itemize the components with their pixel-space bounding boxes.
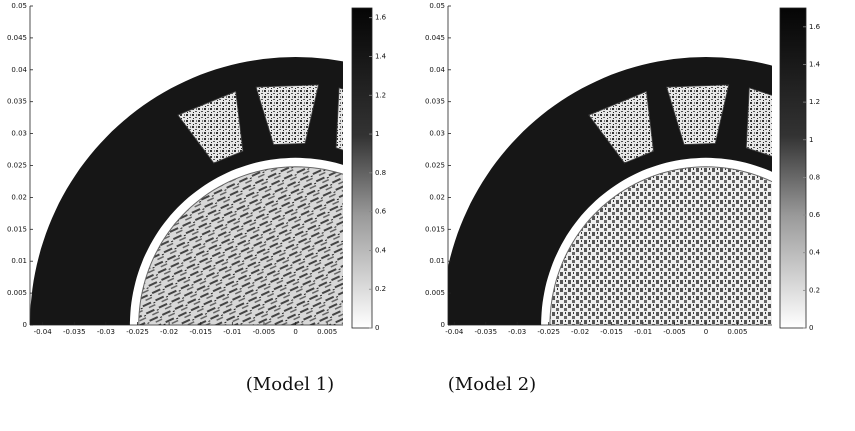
y-tick-label: 0.05 bbox=[11, 2, 27, 10]
y-tick-label: 0 bbox=[23, 321, 27, 329]
colorbar-tick-label: 0.4 bbox=[375, 246, 387, 254]
y-tick-label: 0.03 bbox=[11, 130, 27, 138]
x-tick-label: -0.04 bbox=[34, 328, 53, 336]
colorbar-tick-label: 0.6 bbox=[809, 211, 821, 219]
y-tick-label: 0.015 bbox=[7, 225, 27, 233]
x-tick-label: -0.01 bbox=[634, 328, 652, 336]
x-tick-label: -0.015 bbox=[189, 328, 212, 336]
y-tick-label: 0.015 bbox=[425, 225, 445, 233]
colorbar-tick-label: 0.2 bbox=[809, 286, 820, 294]
y-tick-label: 0.035 bbox=[425, 98, 445, 106]
y-tick-label: 0.04 bbox=[429, 66, 445, 74]
colorbar-tick-label: 1.4 bbox=[809, 60, 821, 68]
x-tick-label: -0.03 bbox=[508, 328, 526, 336]
y-tick-label: 0.025 bbox=[425, 162, 445, 170]
colorbar bbox=[780, 8, 806, 328]
caption: (Model 2) bbox=[448, 374, 536, 395]
colorbar-tick-label: 1.4 bbox=[375, 52, 387, 60]
y-tick-label: 0.01 bbox=[11, 257, 27, 265]
colorbar-tick-label: 1.2 bbox=[809, 98, 820, 106]
y-tick-label: 0.01 bbox=[429, 257, 445, 265]
y-tick-label: 0.005 bbox=[425, 289, 445, 297]
x-tick-label: -0.025 bbox=[537, 328, 560, 336]
x-tick-label: 0 bbox=[293, 328, 297, 336]
colorbar-tick-label: 0.4 bbox=[809, 249, 821, 257]
y-tick-label: 0.05 bbox=[429, 2, 445, 10]
x-tick-label: -0.04 bbox=[445, 328, 464, 336]
colorbar bbox=[352, 8, 372, 328]
x-tick-label: -0.005 bbox=[253, 328, 276, 336]
x-tick-label: 0 bbox=[704, 328, 708, 336]
x-tick-label: -0.01 bbox=[223, 328, 241, 336]
y-tick-label: 0.045 bbox=[7, 34, 27, 42]
colorbar-tick-label: 1.2 bbox=[375, 91, 386, 99]
colorbar-tick-label: 1.6 bbox=[375, 14, 387, 22]
x-tick-label: -0.005 bbox=[663, 328, 686, 336]
colorbar-tick-label: 0 bbox=[809, 324, 813, 332]
x-tick-label: 0.005 bbox=[317, 328, 337, 336]
x-tick-label: 0.005 bbox=[727, 328, 747, 336]
colorbar-tick-label: 1.6 bbox=[809, 23, 821, 31]
colorbar-tick-label: 1 bbox=[809, 136, 813, 144]
colorbar-tick-label: 0.2 bbox=[375, 285, 386, 293]
colorbar-tick-label: 0 bbox=[375, 324, 379, 332]
y-tick-label: 0.045 bbox=[425, 34, 445, 42]
slot bbox=[849, 172, 855, 243]
y-tick-label: 0.04 bbox=[11, 66, 27, 74]
caption: (Model 1) bbox=[246, 374, 334, 395]
y-tick-label: 0.03 bbox=[429, 130, 445, 138]
x-tick-label: -0.02 bbox=[160, 328, 178, 336]
y-tick-label: 0.02 bbox=[11, 193, 27, 201]
x-tick-label: -0.025 bbox=[126, 328, 149, 336]
x-tick-label: -0.015 bbox=[600, 328, 623, 336]
y-tick-label: 0.025 bbox=[7, 162, 27, 170]
slot bbox=[394, 117, 466, 192]
colorbar-tick-label: 1 bbox=[375, 130, 379, 138]
colorbar-tick-label: 0.8 bbox=[809, 173, 820, 181]
x-tick-label: -0.035 bbox=[63, 328, 86, 336]
x-tick-label: -0.03 bbox=[97, 328, 115, 336]
y-tick-label: 0.005 bbox=[7, 289, 27, 297]
x-tick-label: -0.02 bbox=[571, 328, 589, 336]
colorbar-tick-label: 0.6 bbox=[375, 208, 387, 216]
colorbar-tick-label: 0.8 bbox=[375, 169, 386, 177]
x-tick-label: -0.035 bbox=[474, 328, 497, 336]
y-tick-label: 0.035 bbox=[7, 98, 27, 106]
y-tick-label: 0.02 bbox=[429, 193, 445, 201]
